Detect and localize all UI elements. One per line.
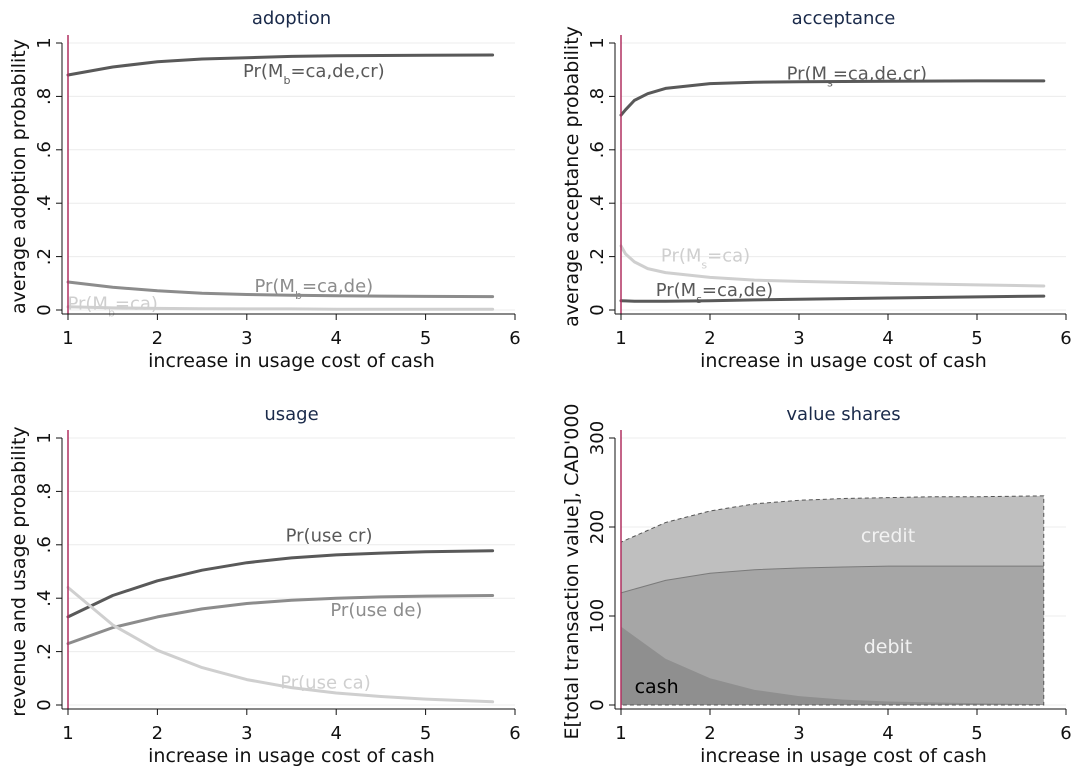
y-tick-label: .8 xyxy=(34,88,55,105)
series-line-de xyxy=(66,280,495,299)
series-line-cr xyxy=(66,549,495,619)
y-tick-label: .8 xyxy=(34,483,55,500)
x-tick-label: 6 xyxy=(509,723,520,744)
x-tick-label: 4 xyxy=(882,723,893,744)
x-axis-label: increase in usage cost of cash xyxy=(700,745,987,767)
series-annotation-3: Pr(Mb=ca) xyxy=(67,293,158,319)
area-label-debit: debit xyxy=(864,636,913,658)
x-tick-label: 5 xyxy=(420,328,431,349)
area-label-cash: cash xyxy=(635,676,679,698)
series-line-cr xyxy=(66,53,495,77)
y-tick-label: .2 xyxy=(587,248,608,265)
x-tick-label: 5 xyxy=(971,328,982,349)
panel-title: usage xyxy=(264,404,318,425)
area-outline xyxy=(620,495,1045,706)
y-tick-label: .2 xyxy=(34,248,55,265)
y-tick-label: 1 xyxy=(34,432,55,443)
y-tick-label: .6 xyxy=(34,141,55,158)
y-axis-label: average acceptance probability xyxy=(561,26,583,327)
panel-4: credit debit cash 1 2 3 4 5 6 0 100 200 300 value sha… xyxy=(561,403,1072,767)
series-annotation-1: Pr(Ms=ca,de,cr) xyxy=(787,64,928,90)
x-tick-label: 2 xyxy=(704,328,715,349)
y-axis-label: average adoption probability xyxy=(8,39,30,314)
series-line-de xyxy=(66,594,495,646)
x-tick-label: 6 xyxy=(1060,723,1071,744)
y-tick-label: .4 xyxy=(34,590,55,607)
x-tick-label: 5 xyxy=(971,723,982,744)
series-line-ca xyxy=(66,305,495,311)
x-axis-label: increase in usage cost of cash xyxy=(148,745,435,767)
x-tick-label: 1 xyxy=(62,328,73,349)
series-annotation-1: Pr(use cr) xyxy=(286,525,373,546)
x-tick-label: 1 xyxy=(615,723,626,744)
x-tick-label: 1 xyxy=(62,723,73,744)
y-tick-label: 1 xyxy=(587,37,608,48)
panel-1: Pr(Mb=ca,de,cr) Pr(Mb=ca,de) Pr(Mb=ca) 1 2 3 4… xyxy=(8,8,521,372)
series-annotation-2: Pr(use de) xyxy=(330,600,422,621)
y-axis-label: revenue and usage probability xyxy=(8,426,30,716)
x-tick-label: 1 xyxy=(615,328,626,349)
series-annotation-2: Pr(Mb=ca,de) xyxy=(254,276,373,302)
x-tick-label: 3 xyxy=(241,328,252,349)
x-tick-label: 6 xyxy=(509,328,520,349)
x-tick-label: 5 xyxy=(420,723,431,744)
panel-title: adoption xyxy=(252,8,331,29)
y-tick-label: 0 xyxy=(34,304,55,315)
panel-title: value shares xyxy=(786,404,900,425)
series-line-cr xyxy=(619,79,1046,117)
series-annotation-3: Pr(use ca) xyxy=(280,672,371,693)
x-tick-label: 3 xyxy=(793,328,804,349)
x-tick-label: 3 xyxy=(793,723,804,744)
x-tick-label: 6 xyxy=(1060,328,1071,349)
x-tick-label: 2 xyxy=(152,328,163,349)
y-tick-label: 0 xyxy=(587,304,608,315)
y-tick-label: 200 xyxy=(587,510,608,544)
y-axis-label: E[total transaction value], CAD'000 xyxy=(561,403,583,739)
x-axis-label: increase in usage cost of cash xyxy=(700,350,987,372)
area-cash xyxy=(621,626,1044,705)
series-annotation-3: Pr(Ms=ca,de) xyxy=(656,280,774,306)
area-debit xyxy=(621,566,1044,705)
series-annotation-2: Pr(Ms=ca) xyxy=(661,245,750,271)
panel-title: acceptance xyxy=(792,8,896,29)
x-tick-label: 2 xyxy=(152,723,163,744)
x-tick-label: 2 xyxy=(704,723,715,744)
x-tick-label: 4 xyxy=(330,328,341,349)
area-boundary-debit xyxy=(620,565,1044,594)
y-tick-label: 0 xyxy=(34,699,55,710)
y-tick-label: 1 xyxy=(34,37,55,48)
y-tick-label: .2 xyxy=(34,643,55,660)
y-tick-label: 100 xyxy=(587,599,608,633)
series-line-ca xyxy=(619,244,1046,288)
area-label-credit: credit xyxy=(861,525,915,547)
panel-3: Pr(use cr) Pr(use de) Pr(use ca) 1 2 3 4 5 6 0 .2.… xyxy=(8,404,521,767)
x-axis-label: increase in usage cost of cash xyxy=(148,350,435,372)
y-tick-label: 0 xyxy=(587,699,608,710)
y-tick-label: .6 xyxy=(34,536,55,553)
series-line-de xyxy=(619,294,1046,303)
x-tick-label: 4 xyxy=(330,723,341,744)
x-tick-label: 3 xyxy=(241,723,252,744)
y-tick-label: .4 xyxy=(587,195,608,212)
y-tick-label: .4 xyxy=(34,195,55,212)
panel-2: Pr(Ms=ca,de,cr) Pr(Ms=ca) Pr(Ms=ca,de) 1 2 3 4… xyxy=(561,8,1072,372)
y-tick-label: .8 xyxy=(587,88,608,105)
series-line-ca xyxy=(66,586,495,704)
series-annotation-1: Pr(Mb=ca,de,cr) xyxy=(243,61,385,87)
y-tick-label: 300 xyxy=(587,421,608,455)
y-tick-label: .6 xyxy=(587,141,608,158)
x-tick-label: 4 xyxy=(882,328,893,349)
